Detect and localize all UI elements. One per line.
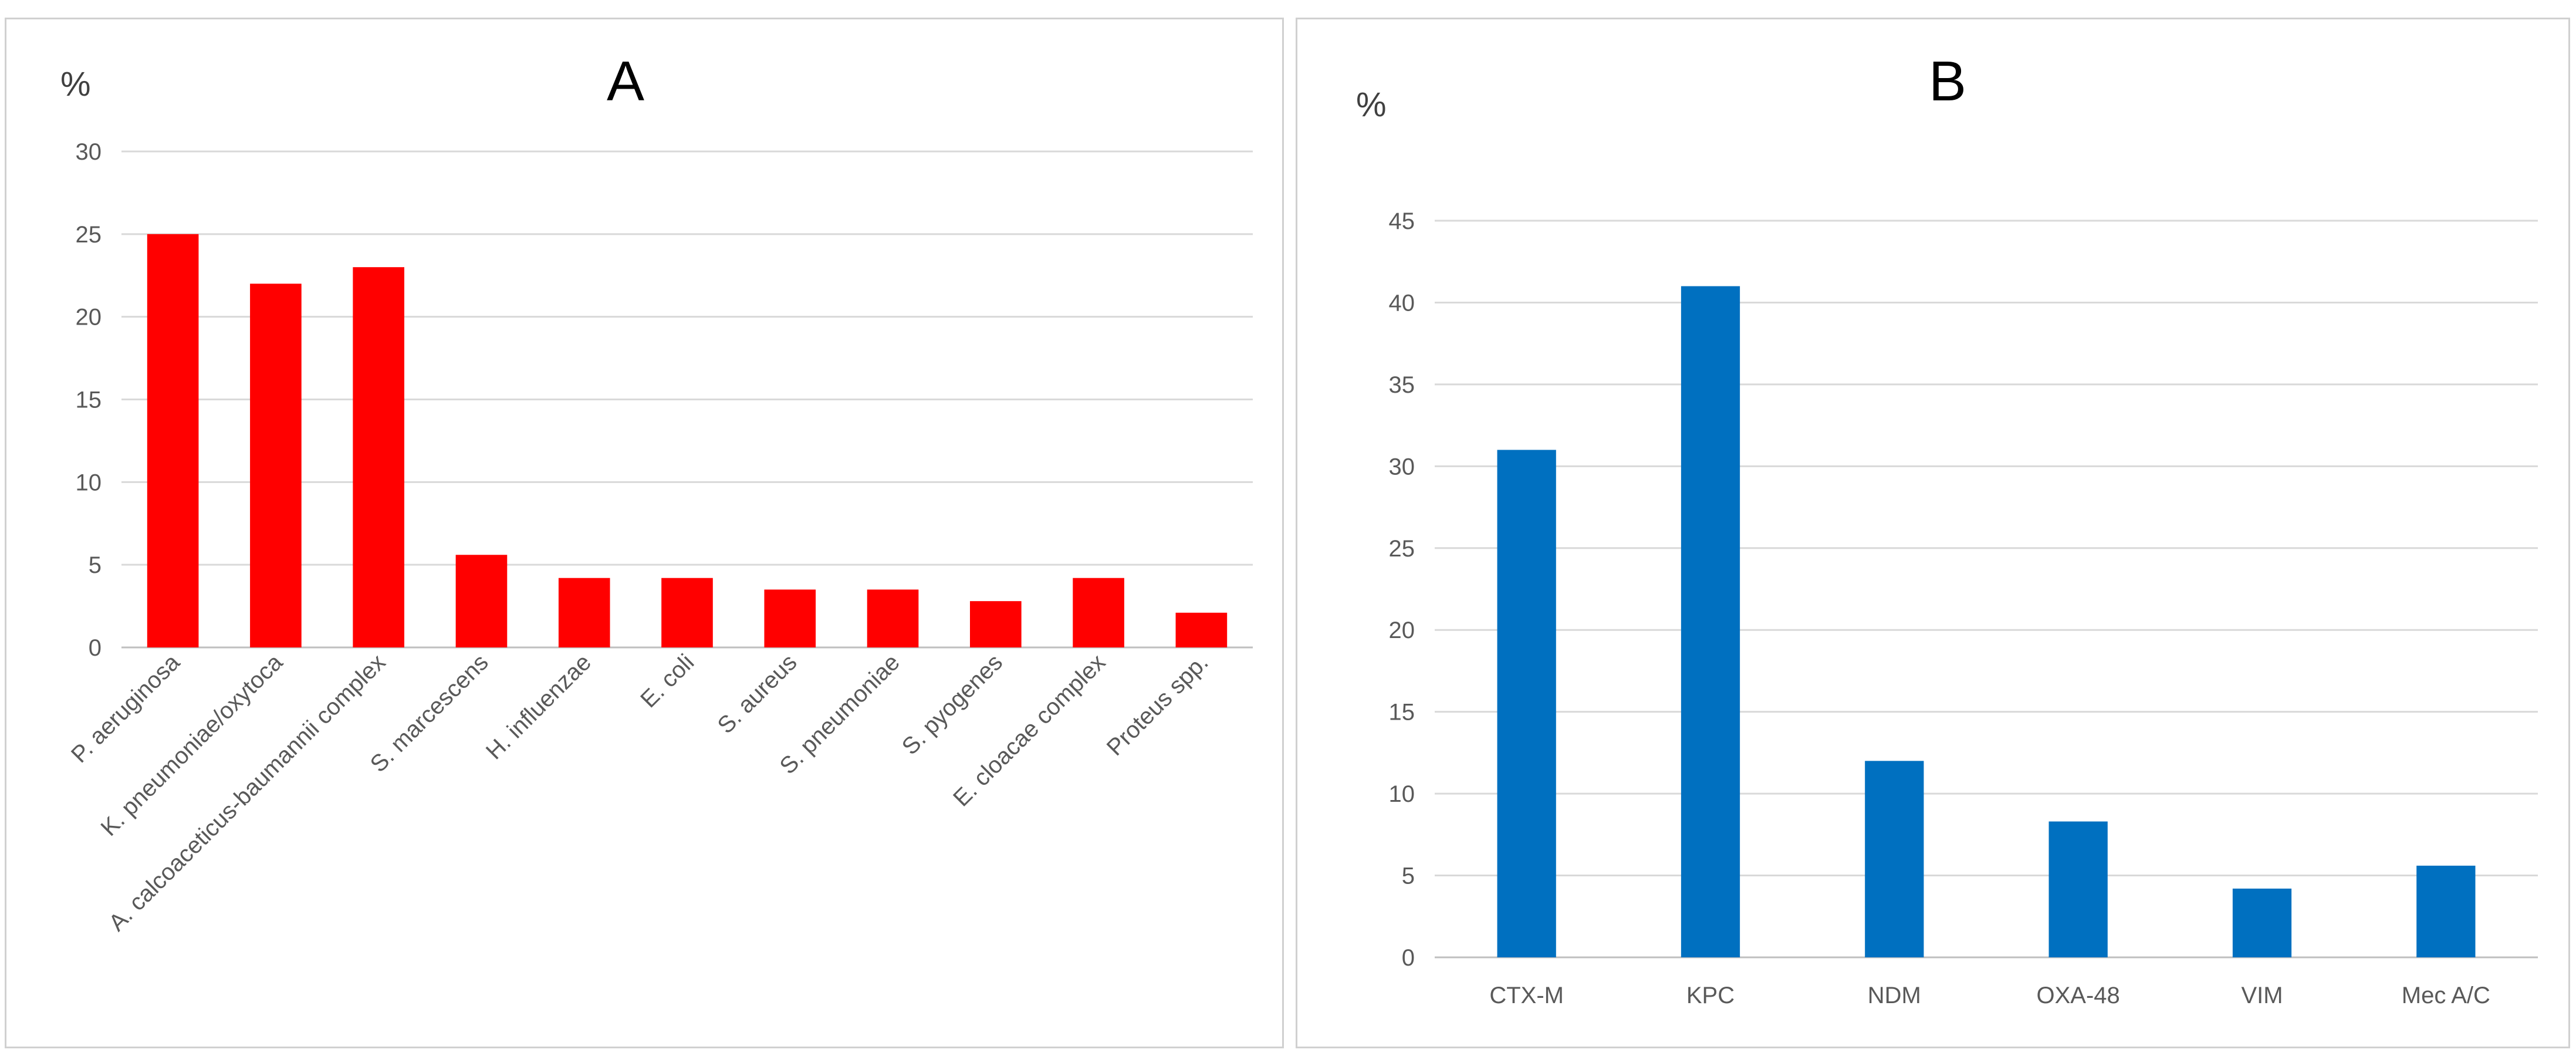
chart-a-ytick-label: 25 (76, 222, 102, 248)
chart-a-category-label: K. pneumoniae/oxytoca (96, 649, 288, 841)
chart-a-bar (661, 578, 713, 647)
chart-a-bar (764, 589, 816, 647)
chart-a-ytick-label: 0 (89, 635, 102, 661)
chart-b-ytick-label: 25 (1389, 536, 1415, 562)
chart-a-bar (353, 267, 404, 648)
chart-a-ytick-label: 10 (76, 470, 102, 495)
chart-b-ytick-label: 5 (1402, 863, 1415, 889)
chart-b-category-label: VIM (2241, 983, 2283, 1008)
chart-b-ytick-label: 20 (1389, 617, 1415, 643)
chart-b-ytick-label: 30 (1389, 454, 1415, 480)
chart-b-bar (1681, 286, 1740, 957)
chart-b-title: B (1929, 50, 1966, 113)
chart-a-bar (147, 234, 199, 647)
chart-b-svg: B % 0 5 10 15 20 25 30 35 40 45 CTX-M KPC NDM OXA-48… (1356, 50, 2538, 1008)
chart-b-ytick-label: 0 (1402, 945, 1415, 971)
chart-a-bar (455, 555, 508, 647)
chart-a-category-label: E. coli (635, 649, 699, 713)
chart-b-category-label: NDM (1868, 983, 1921, 1008)
chart-panel-a: A % 0 5 10 15 20 25 30 P. aeruginosa K. pneumon… (5, 18, 1284, 1048)
chart-b-bar (1497, 450, 1556, 957)
chart-b-ytick-label: 35 (1389, 372, 1415, 398)
chart-b-bar (2232, 888, 2292, 957)
chart-b-category-label: KPC (1686, 983, 1735, 1008)
chart-panel-b: B % 0 5 10 15 20 25 30 35 40 45 CTX-M KPC NDM OXA-48… (1296, 18, 2570, 1048)
chart-a-ylabel: % (60, 65, 91, 103)
chart-b-bar (2048, 821, 2108, 957)
chart-a-bar (250, 284, 302, 647)
chart-a-ytick-label: 15 (76, 387, 102, 413)
chart-a-category-label: Proteus spp. (1102, 649, 1213, 761)
chart-b-category-label: OXA-48 (2037, 983, 2120, 1008)
chart-b-ytick-label: 45 (1389, 208, 1415, 234)
chart-b-category-label: CTX-M (1489, 983, 1564, 1008)
chart-b-bar (2416, 865, 2476, 957)
chart-a-bar (1175, 612, 1228, 647)
chart-a-category-label: H. influenzae (481, 649, 596, 764)
chart-a-bar (558, 578, 610, 647)
chart-a-ytick-label: 5 (89, 552, 102, 578)
chart-b-ytick-label: 10 (1389, 781, 1415, 807)
chart-b-category-label: Mec A/C (2402, 983, 2490, 1008)
chart-a-ytick-label: 20 (76, 305, 102, 330)
chart-a-bar (970, 601, 1022, 647)
chart-a-category-label: P. aeruginosa (66, 649, 185, 768)
chart-b-ytick-label: 15 (1389, 700, 1415, 725)
chart-a-bar (867, 589, 919, 647)
chart-a-category-label: S. pyogenes (897, 649, 1008, 760)
chart-b-ylabel: % (1356, 86, 1387, 124)
chart-a-category-label: S. aureus (712, 649, 802, 738)
chart-b-bar (1865, 761, 1924, 957)
chart-a-bar (1073, 578, 1124, 647)
chart-a-ytick-label: 30 (76, 139, 102, 165)
chart-b-ytick-label: 40 (1389, 290, 1415, 316)
chart-a-title: A (607, 50, 644, 113)
